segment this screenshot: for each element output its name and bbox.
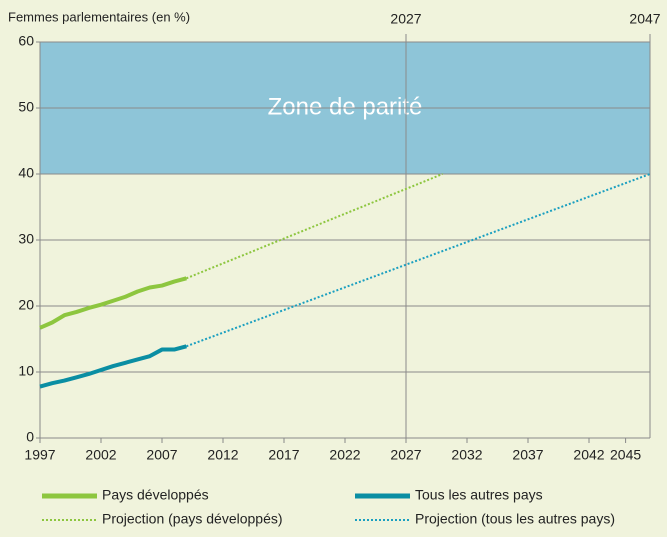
marker-label: 2047 [629, 11, 660, 27]
y-tick-label: 20 [18, 297, 34, 313]
x-tick-label: 2012 [207, 447, 238, 463]
legend-label: Pays développés [102, 487, 209, 503]
marker-label: 2027 [390, 11, 421, 27]
y-tick-label: 40 [18, 165, 34, 181]
y-tick-label: 60 [18, 33, 34, 49]
x-tick-label: 2032 [451, 447, 482, 463]
x-tick-label: 2002 [85, 447, 116, 463]
x-tick-label: 2045 [610, 447, 641, 463]
legend-label: Projection (pays développés) [102, 511, 283, 527]
x-tick-label: 2007 [146, 447, 177, 463]
series-line [39, 276, 187, 330]
x-tick-label: 1997 [24, 447, 55, 463]
series-line [39, 344, 187, 389]
legend-label: Projection (tous les autres pays) [415, 511, 615, 527]
y-tick-label: 50 [18, 99, 34, 115]
series-line [186, 173, 651, 348]
y-tick-label: 30 [18, 231, 34, 247]
y-tick-label: 10 [18, 363, 34, 379]
legend-label: Tous les autres pays [415, 487, 543, 503]
y-axis-label: Femmes parlementaires (en %) [8, 9, 190, 24]
x-tick-label: 2022 [329, 447, 360, 463]
x-tick-label: 2027 [390, 447, 421, 463]
x-tick-label: 2017 [268, 447, 299, 463]
x-tick-label: 2037 [512, 447, 543, 463]
y-tick-label: 0 [26, 429, 34, 445]
x-tick-label: 2042 [573, 447, 604, 463]
zone-label: Zone de parité [268, 93, 423, 120]
